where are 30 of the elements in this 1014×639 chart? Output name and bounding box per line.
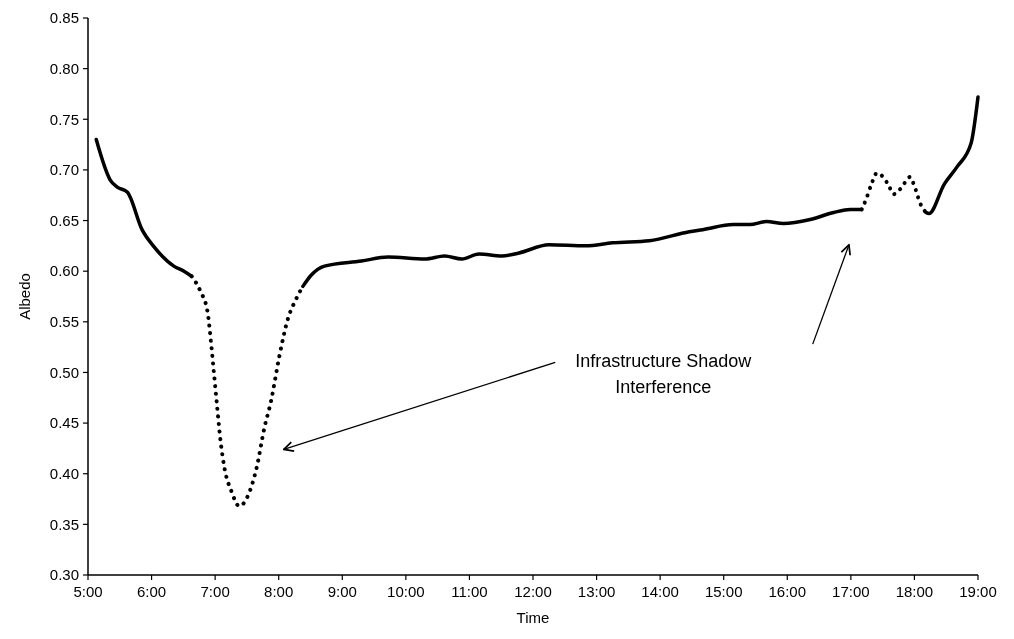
x-tick-label: 16:00 — [768, 583, 807, 600]
y-tick-label: 0.75 — [49, 110, 79, 128]
x-tick-label: 8:00 — [264, 583, 294, 600]
y-tick-label: 0.70 — [49, 161, 79, 179]
annotation: Infrastructure Shadow Interference — [575, 351, 753, 398]
y-tick-label: 0.50 — [49, 363, 79, 381]
x-tick-label: 5:00 — [73, 583, 103, 600]
y-tick-label: 0.35 — [49, 515, 79, 533]
y-tick-label: 0.40 — [49, 464, 79, 482]
x-tick-label: 12:00 — [514, 583, 552, 600]
y-tick-label: 0.85 — [49, 9, 79, 27]
x-tick-label: 9:00 — [327, 583, 357, 600]
y-tick-label: 0.55 — [49, 313, 79, 331]
x-tick-label: 18:00 — [895, 583, 934, 600]
x-axis-title: Time — [516, 609, 550, 626]
y-tick-label: 0.30 — [49, 566, 79, 584]
x-tick-label: 11:00 — [451, 583, 488, 600]
y-tick-label: 0.80 — [49, 59, 79, 77]
x-tick-label: 19:00 — [959, 583, 997, 600]
x-tick-label: 17:00 — [832, 583, 870, 600]
x-tick-label: 15:00 — [704, 583, 743, 600]
x-tick-label: 7:00 — [200, 583, 230, 600]
y-tick-label: 0.60 — [49, 262, 79, 280]
x-tick-label: 10:00 — [387, 583, 425, 600]
y-axis-title: Albedo — [16, 273, 33, 320]
x-tick-label: 6:00 — [136, 583, 167, 600]
x-tick-label: 14:00 — [641, 583, 679, 600]
x-tick-label: 13:00 — [577, 583, 616, 600]
y-tick-label: 0.45 — [49, 414, 79, 432]
y-tick-label: 0.65 — [49, 211, 79, 229]
